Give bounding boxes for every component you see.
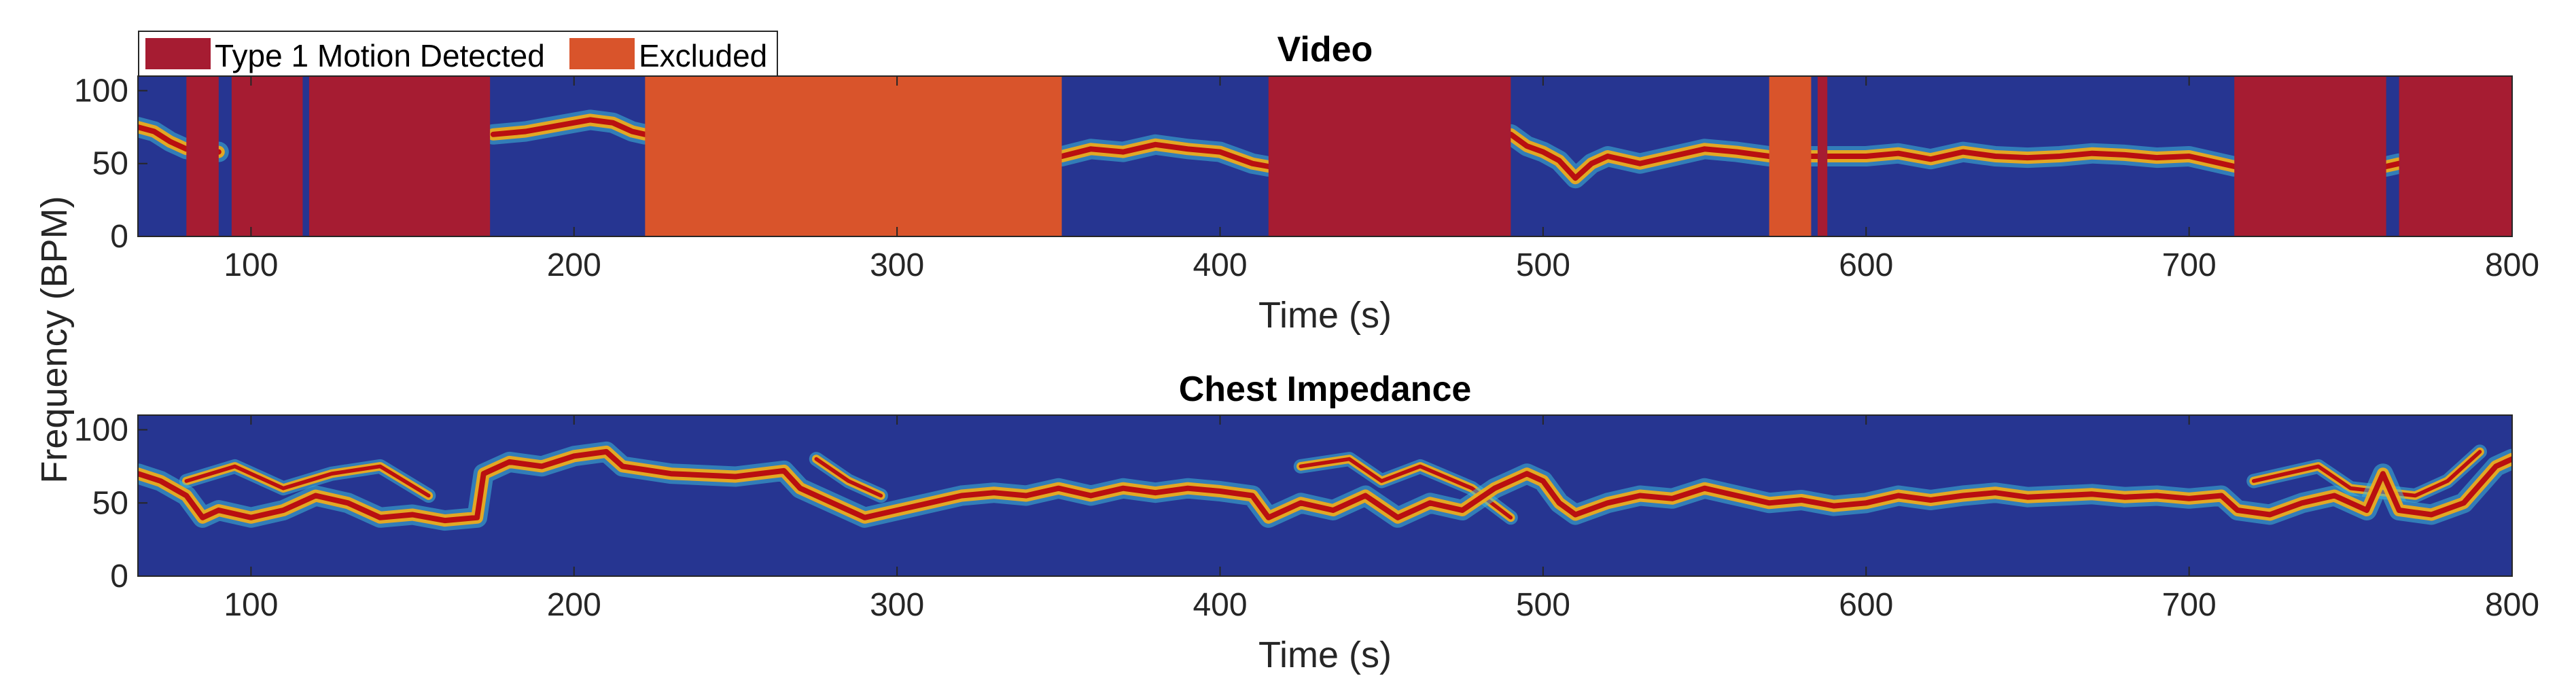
chest-title: Chest Impedance <box>1179 370 1472 409</box>
motion-segment-6 <box>2399 76 2512 236</box>
excluded-segment-1 <box>1769 76 1812 236</box>
chest-impedance-panel: 100 200 300 400 500 600 700 800 0 50 100 Chest Im… <box>74 370 2539 675</box>
chest-y-ticks: 0 50 100 <box>74 412 147 594</box>
chest-ytick-label-50: 50 <box>92 485 128 521</box>
video-ytick-label-0: 0 <box>110 219 128 255</box>
video-panel: 100 200 300 400 500 600 700 800 0 50 100 Video Ti… <box>74 30 2539 336</box>
legend: Type 1 Motion Detected Excluded <box>138 31 778 77</box>
chest-xtick-label-500: 500 <box>1516 587 1570 623</box>
chest-xtick-label-800: 800 <box>2485 587 2539 623</box>
motion-segment-0 <box>186 76 219 236</box>
video-ytick-label-100: 100 <box>74 73 128 109</box>
video-ridge-layer <box>138 109 2410 189</box>
legend-box <box>138 31 778 77</box>
video-xtick-label-200: 200 <box>547 247 601 283</box>
chest-xtick-label-200: 200 <box>547 587 601 623</box>
video-ridge-run3-layer2 <box>1508 131 2238 181</box>
chest-ridge-run0-layer2 <box>138 448 2512 524</box>
video-xtick-label-700: 700 <box>2162 247 2217 283</box>
chest-xtick-label-400: 400 <box>1193 587 1247 623</box>
video-y-ticks: 0 50 100 <box>74 73 147 255</box>
chest-x-ticks: 100 200 300 400 500 600 700 800 <box>224 415 2539 623</box>
motion-segment-3 <box>1268 76 1511 236</box>
chest-xtick-label-100: 100 <box>224 587 278 623</box>
y-axis-label: Frequency (BPM) <box>34 196 75 483</box>
chest-ridge-layer <box>138 441 2512 531</box>
motion-segment-1 <box>231 76 303 236</box>
motion-segment-5 <box>2234 76 2386 236</box>
video-xlabel: Time (s) <box>1258 295 1392 336</box>
chest-secondary-ridge-run0-layer2 <box>184 464 431 498</box>
chest-axes-box <box>137 414 2513 577</box>
video-ridge-run4-layer2 <box>2383 160 2402 169</box>
video-xtick-label-500: 500 <box>1516 247 1570 283</box>
video-xtick-label-800: 800 <box>2485 247 2539 283</box>
legend-label-excluded: Excluded <box>639 38 767 73</box>
chest-xtick-label-600: 600 <box>1839 587 1893 623</box>
motion-segment-2 <box>308 76 491 236</box>
excluded-segment-0 <box>645 76 1062 236</box>
motion-segment-4 <box>1817 76 1828 236</box>
chest-xtick-label-300: 300 <box>870 587 924 623</box>
video-x-ticks: 100 200 300 400 500 600 700 800 <box>224 76 2539 283</box>
video-ridge-run1-layer2 <box>490 117 648 137</box>
video-xtick-label-600: 600 <box>1839 247 1893 283</box>
chest-xtick-label-700: 700 <box>2162 587 2217 623</box>
legend-swatch-motion <box>145 38 211 69</box>
video-ridge-run2-layer2 <box>1059 141 1271 169</box>
chest-secondary-ridge-run1-layer2 <box>814 457 883 498</box>
chest-ytick-label-0: 0 <box>110 558 128 594</box>
video-title: Video <box>1277 30 1373 69</box>
legend-label-motion: Type 1 Motion Detected <box>215 38 545 73</box>
video-ytick-label-50: 50 <box>92 146 128 182</box>
chest-ytick-label-100: 100 <box>74 412 128 448</box>
video-axes-box <box>137 75 2513 237</box>
video-xtick-label-100: 100 <box>224 247 278 283</box>
legend-swatch-excluded <box>569 38 635 69</box>
chest-xlabel: Time (s) <box>1258 635 1392 675</box>
video-segment-layer <box>186 76 2512 236</box>
video-xtick-label-300: 300 <box>870 247 924 283</box>
video-xtick-label-400: 400 <box>1193 247 1247 283</box>
